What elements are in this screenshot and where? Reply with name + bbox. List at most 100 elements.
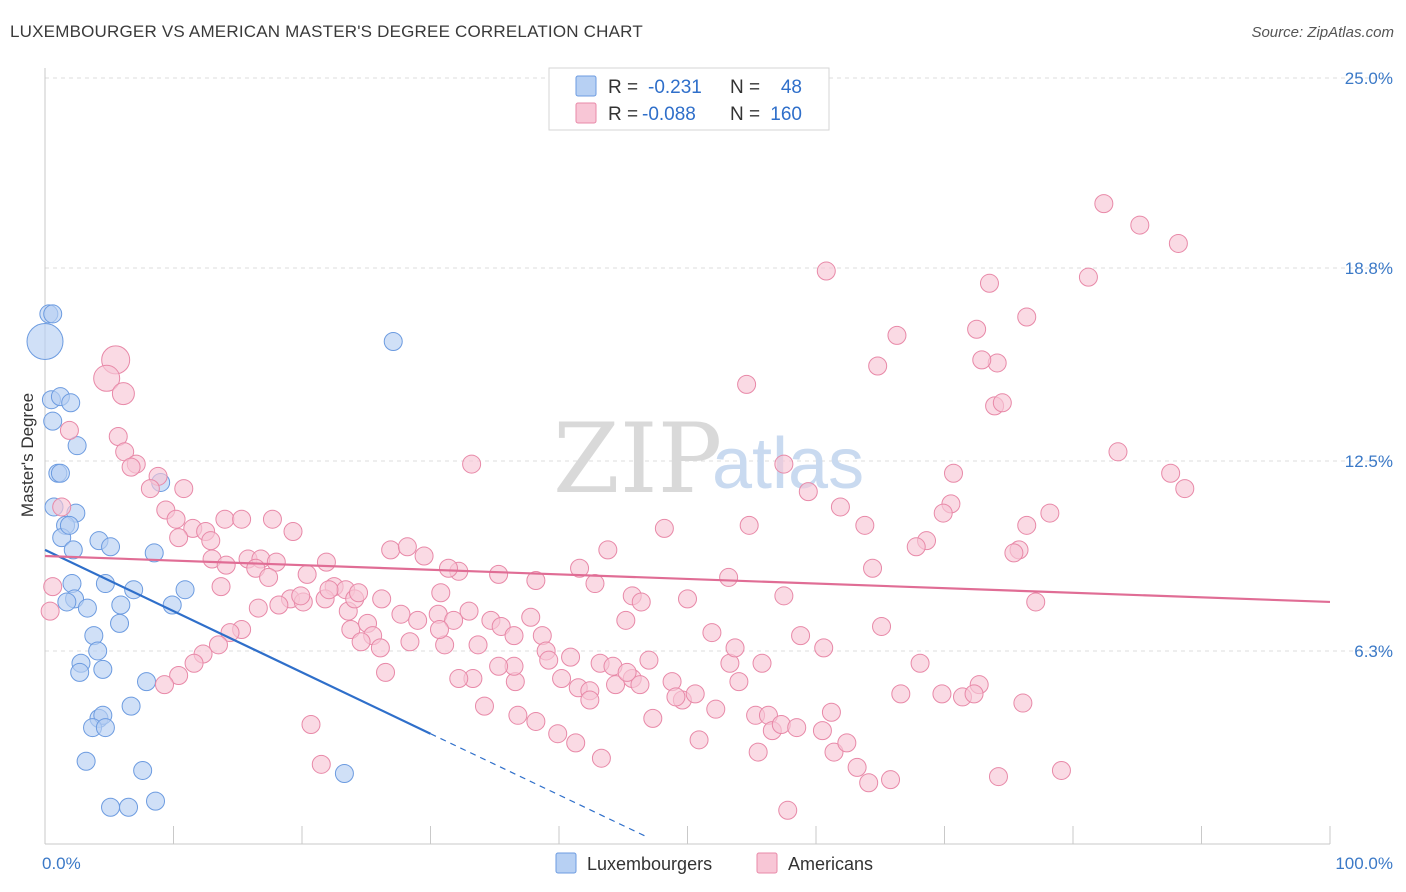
- luxembourger-trend-line: [44, 548, 431, 735]
- american-point-3: [59, 420, 79, 440]
- american-point-150: [370, 638, 390, 658]
- american-point-68: [552, 669, 572, 689]
- american-point-78: [617, 662, 637, 682]
- american-point-101: [872, 616, 892, 636]
- american-point-190: [438, 558, 458, 578]
- luxembourger-point-40: [76, 751, 96, 771]
- legend-r-value-0: -0.231: [648, 77, 702, 98]
- american-trend-line: [44, 554, 1331, 604]
- chart-title: LUXEMBOURGER VS AMERICAN MASTER'S DEGREE…: [10, 22, 643, 41]
- legend-n-value-0: 48: [781, 77, 802, 98]
- y-tick-label-3: 25.0%: [1345, 69, 1393, 88]
- american-point-114: [1017, 515, 1037, 535]
- luxembourger-point-30: [88, 641, 108, 661]
- american-point-86: [729, 672, 749, 692]
- american-point-167: [508, 705, 528, 725]
- american-point-162: [155, 675, 175, 695]
- american-point-58: [521, 607, 541, 627]
- x-tick-label-1: 100.0%: [1335, 854, 1393, 873]
- american-point-44: [341, 620, 361, 640]
- american-point-117: [967, 319, 987, 339]
- american-point-169: [548, 724, 568, 744]
- y-tick-label-1: 12.5%: [1345, 452, 1393, 471]
- american-point-47: [351, 632, 371, 652]
- bottom-legend: Luxembourgers Americans: [555, 852, 873, 874]
- trend-lines: [44, 548, 1331, 839]
- american-point-119: [943, 463, 963, 483]
- american-point-52: [444, 610, 464, 630]
- american-point-95: [824, 742, 844, 762]
- luxembourger-point-16: [101, 537, 121, 557]
- tick-labels: 6.3% 12.5% 18.8% 25.0% 0.0% 100.0%: [42, 69, 1393, 873]
- american-point-61: [561, 647, 581, 667]
- american-point-48: [400, 632, 420, 652]
- american-point-97: [847, 757, 867, 777]
- watermark: ZIP atlas: [553, 403, 864, 515]
- american-point-136: [654, 518, 674, 538]
- luxembourger-point-44: [146, 791, 166, 811]
- american-point-11: [52, 497, 72, 517]
- american-point-2: [111, 382, 135, 406]
- american-point-57: [504, 626, 524, 646]
- american-point-175: [812, 721, 832, 741]
- american-point-178: [887, 325, 907, 345]
- american-point-147: [429, 620, 449, 640]
- american-point-182: [1175, 479, 1195, 499]
- bottom-legend-swatch-americans: [756, 852, 778, 874]
- american-point-43: [40, 601, 60, 621]
- american-point-16: [262, 509, 282, 529]
- legend-r-label-0: R =: [608, 77, 638, 98]
- american-point-50: [408, 610, 428, 630]
- american-point-33: [211, 577, 231, 597]
- american-point-142: [570, 558, 590, 578]
- american-point-81: [685, 684, 705, 704]
- american-point-134: [719, 567, 739, 587]
- american-point-125: [855, 515, 875, 535]
- luxembourger-point-45: [334, 764, 354, 784]
- legend-n-value-1: 160: [770, 104, 802, 125]
- grid-lines: [45, 77, 1390, 652]
- luxembourger-point-25: [77, 598, 97, 618]
- american-point-151: [349, 583, 369, 603]
- luxembourger-point-39: [95, 718, 115, 738]
- american-point-141: [585, 574, 605, 594]
- american-point-191: [431, 583, 451, 603]
- luxembourger-point-42: [101, 797, 121, 817]
- american-point-20: [169, 528, 189, 548]
- american-point-75: [630, 675, 650, 695]
- luxembourger-point-20: [95, 574, 115, 594]
- american-point-184: [1168, 233, 1188, 253]
- american-point-42: [391, 604, 411, 624]
- american-point-99: [881, 770, 901, 790]
- american-point-76: [639, 650, 659, 670]
- american-point-10: [174, 479, 194, 499]
- luxembourger-point-18: [144, 543, 164, 563]
- luxembourger-point-46: [383, 332, 403, 352]
- american-point-168: [526, 711, 546, 731]
- american-point-96: [837, 733, 857, 753]
- legend-swatch-americans: [575, 102, 597, 124]
- american-point-116: [1004, 543, 1024, 563]
- american-point-19: [283, 521, 303, 541]
- american-point-160: [184, 653, 204, 673]
- american-point-7: [121, 457, 141, 477]
- american-point-21: [201, 531, 221, 551]
- american-point-1: [93, 364, 121, 392]
- american-point-153: [291, 586, 311, 606]
- american-point-107: [1013, 693, 1033, 713]
- american-point-123: [906, 537, 926, 557]
- american-point-185: [1130, 215, 1150, 235]
- american-point-127: [798, 482, 818, 502]
- luxembourger-point-24: [57, 592, 77, 612]
- american-point-172: [778, 800, 798, 820]
- american-point-72: [580, 690, 600, 710]
- american-point-110: [992, 393, 1012, 413]
- luxembourger-point-28: [110, 613, 130, 633]
- american-point-129: [868, 356, 888, 376]
- american-point-140: [598, 540, 618, 560]
- american-point-130: [774, 586, 794, 606]
- luxembourger-point-33: [93, 659, 113, 679]
- american-point-143: [526, 570, 546, 590]
- american-point-155: [248, 598, 268, 618]
- american-point-146: [459, 601, 479, 621]
